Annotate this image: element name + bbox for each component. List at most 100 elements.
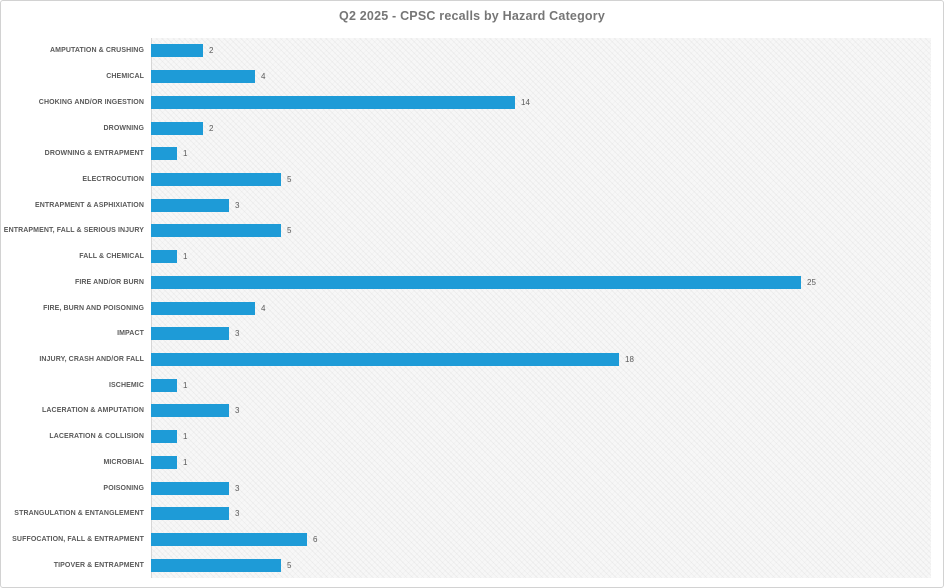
- value-label: 1: [183, 432, 188, 442]
- chart-row: LACERATION & AMPUTATION 3: [1, 398, 931, 424]
- chart-row: ENTRAPMENT & ASPHIXIATION 3: [1, 192, 931, 218]
- bar-track: 25: [151, 269, 931, 295]
- category-label: ENTRAPMENT & ASPHIXIATION: [34, 201, 144, 209]
- bar-track: 1: [151, 450, 931, 476]
- bar: [151, 275, 801, 289]
- bar-track: 14: [151, 89, 931, 115]
- chart-row: IMPACT 3: [1, 321, 931, 347]
- category-label: ISCHEMIC: [108, 381, 144, 389]
- category-label: SUFFOCATION, FALL & ENTRAPMENT: [12, 536, 144, 544]
- bar-track: 3: [151, 475, 931, 501]
- plot-area-background: [151, 38, 931, 578]
- bar-track: 5: [151, 552, 931, 578]
- chart-row: STRANGULATION & ENTANGLEMENT 3: [1, 501, 931, 527]
- bar: [151, 172, 281, 186]
- value-label: 5: [286, 226, 292, 236]
- bar-track: 1: [151, 372, 931, 398]
- bar-track: 1: [151, 244, 931, 270]
- bar-track: 2: [151, 115, 931, 141]
- bar-track: 2: [151, 38, 931, 64]
- value-label: 1: [183, 380, 188, 390]
- value-label: 4: [261, 72, 266, 82]
- chart-row: FALL & CHEMICAL 1: [1, 244, 931, 270]
- bar: [151, 533, 307, 547]
- bar: [151, 327, 229, 341]
- category-label: POISONING: [103, 484, 144, 492]
- bar: [151, 224, 281, 238]
- category-label: ELECTROCUTION: [82, 175, 144, 183]
- bar-track: 4: [151, 64, 931, 90]
- chart-row: TIPOVER & ENTRAPMENT 5: [1, 552, 931, 578]
- bar-track: 3: [151, 192, 931, 218]
- bar: [151, 70, 255, 84]
- bar-track: 3: [151, 398, 931, 424]
- value-label: 1: [183, 149, 188, 159]
- value-label: 25: [807, 277, 816, 287]
- chart-row: CHOKING AND/OR INGESTION 14: [1, 89, 931, 115]
- chart-row: SUFFOCATION, FALL & ENTRAPMENT 6: [1, 527, 931, 553]
- bar-track: 3: [151, 321, 931, 347]
- bar: [151, 121, 203, 135]
- category-label: IMPACT: [117, 330, 144, 338]
- chart-row: FIRE, BURN AND POISONING 4: [1, 295, 931, 321]
- value-label: 1: [183, 457, 188, 467]
- category-label: LACERATION & COLLISION: [49, 433, 144, 441]
- value-label: 1: [183, 252, 188, 262]
- bar-track: 6: [151, 527, 931, 553]
- bar: [151, 378, 177, 392]
- bar-track: 3: [151, 501, 931, 527]
- bar: [151, 558, 281, 572]
- category-label: CHOKING AND/OR INGESTION: [38, 98, 144, 106]
- bar: [151, 44, 203, 58]
- bar: [151, 250, 177, 264]
- chart-row: CHEMICAL 4: [1, 64, 931, 90]
- value-label: 5: [286, 174, 292, 184]
- value-label: 2: [209, 46, 214, 56]
- value-label: 14: [521, 97, 530, 107]
- category-label: FALL & CHEMICAL: [79, 253, 144, 261]
- chart-row: MICROBIAL 1: [1, 450, 931, 476]
- category-label: AMPUTATION & CRUSHING: [49, 47, 144, 55]
- value-label: 3: [235, 509, 240, 519]
- chart-row: LACERATION & COLLISION 1: [1, 424, 931, 450]
- value-label: 3: [235, 329, 240, 339]
- chart-row: POISONING 3: [1, 475, 931, 501]
- chart-row: DROWNING & ENTRAPMENT 1: [1, 141, 931, 167]
- chart-title: Q2 2025 - CPSC recalls by Hazard Categor…: [339, 9, 605, 23]
- value-label: 5: [286, 560, 292, 570]
- category-label: DROWNING: [103, 124, 144, 132]
- bar: [151, 301, 255, 315]
- category-label: CHEMICAL: [106, 73, 144, 81]
- bar-track: 5: [151, 167, 931, 193]
- bar: [151, 507, 229, 521]
- chart-row: FIRE AND/OR BURN 25: [1, 269, 931, 295]
- bar-track: 1: [151, 141, 931, 167]
- bar: [151, 147, 177, 161]
- category-label: MICROBIAL: [103, 458, 144, 466]
- bar: [151, 352, 619, 366]
- category-label: ENTRAPMENT, FALL & SERIOUS INJURY: [3, 227, 144, 235]
- value-label: 3: [235, 483, 240, 493]
- bar-track: 5: [151, 218, 931, 244]
- value-label: 6: [313, 535, 318, 545]
- bar-chart: AMPUTATION & CRUSHING 2 CHEMICAL 4 CHOKING A…: [1, 38, 931, 578]
- chart-row: AMPUTATION & CRUSHING 2: [1, 38, 931, 64]
- bar: [151, 95, 515, 109]
- bar: [151, 404, 229, 418]
- chart-row: ISCHEMIC 1: [1, 372, 931, 398]
- value-label: 3: [235, 200, 240, 210]
- chart-row: INJURY, CRASH AND/OR FALL 18: [1, 347, 931, 373]
- category-label: DROWNING & ENTRAPMENT: [44, 150, 144, 158]
- chart-row: ENTRAPMENT, FALL & SERIOUS INJURY 5: [1, 218, 931, 244]
- bar-track: 1: [151, 424, 931, 450]
- chart-row: DROWNING 2: [1, 115, 931, 141]
- category-label: TIPOVER & ENTRAPMENT: [53, 561, 144, 569]
- value-label: 3: [235, 406, 240, 416]
- category-label: FIRE, BURN AND POISONING: [43, 304, 144, 312]
- value-label: 2: [209, 123, 214, 133]
- category-label: INJURY, CRASH AND/OR FALL: [39, 355, 144, 363]
- bar-track: 4: [151, 295, 931, 321]
- category-label: STRANGULATION & ENTANGLEMENT: [14, 510, 144, 518]
- category-label: FIRE AND/OR BURN: [74, 278, 144, 286]
